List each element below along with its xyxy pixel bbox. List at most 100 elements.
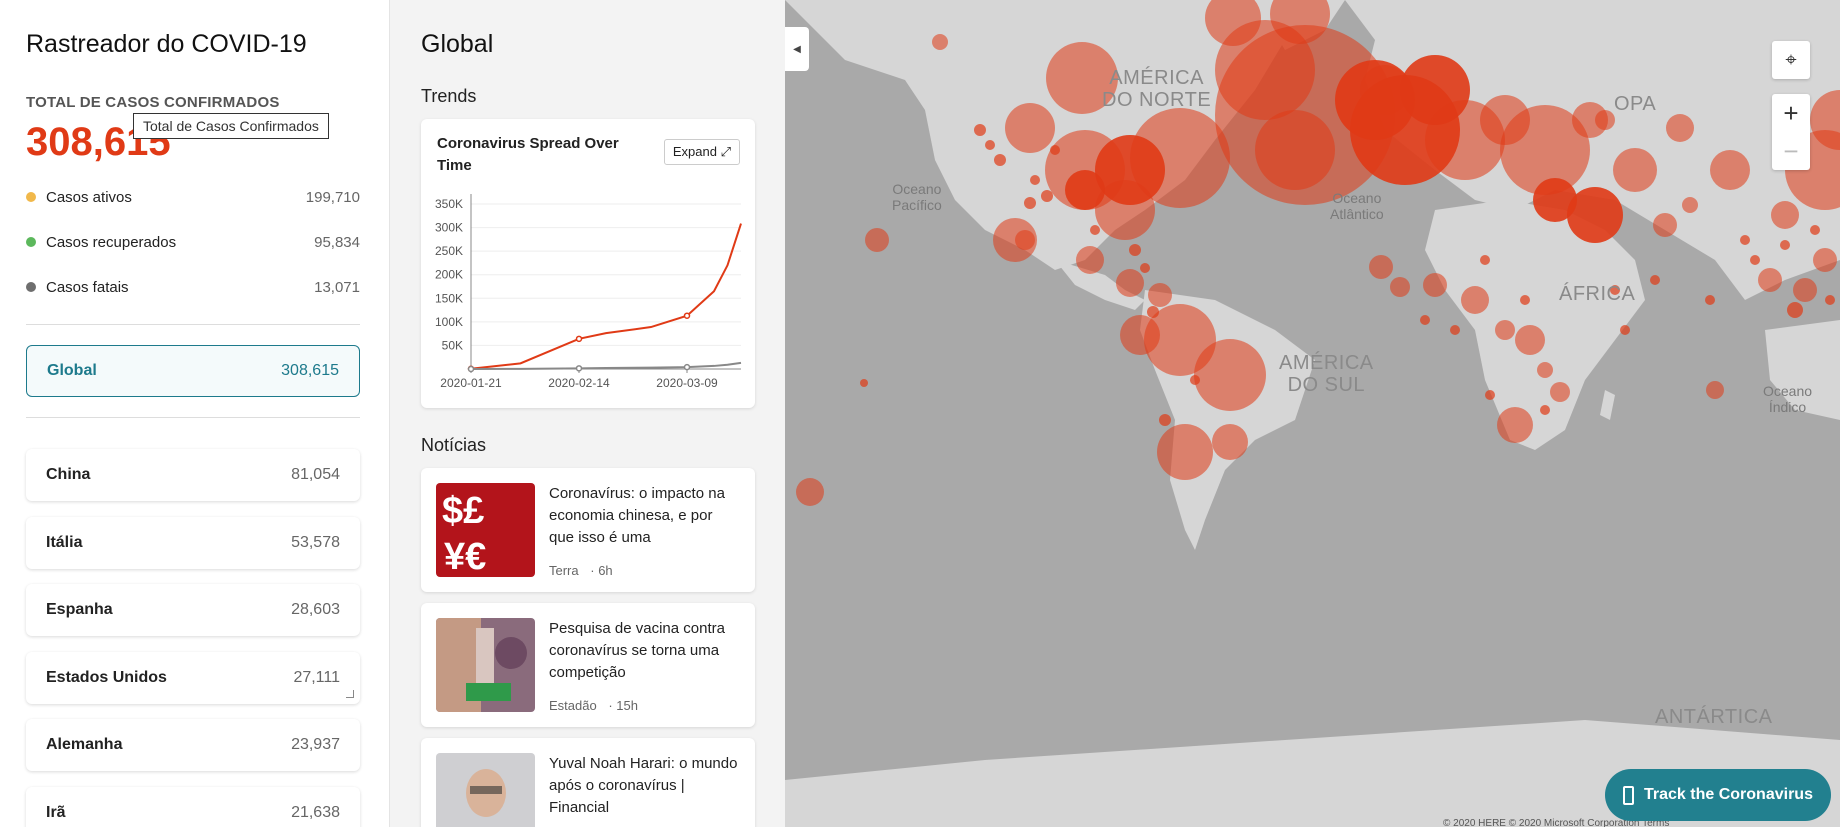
news-thumbnail: $£ ¥€ — [436, 483, 535, 577]
expand-button[interactable]: Expand ⤢ — [663, 139, 740, 165]
country-label: Alemanha — [46, 736, 123, 753]
country-value: 21,638 — [291, 804, 340, 821]
world-map[interactable]: ◀ Oceano Pacífico Oceano Atlântico Ocean… — [785, 0, 1840, 827]
locate-control[interactable]: ⌖ — [1772, 41, 1810, 79]
country-value: 23,937 — [291, 736, 340, 753]
country-value: 81,054 — [291, 466, 340, 483]
y-tick-label: 100K — [435, 315, 463, 329]
series-line-0 — [470, 223, 742, 370]
country-value: 53,578 — [291, 534, 340, 551]
zoom-out-button[interactable]: − — [1772, 132, 1810, 170]
expand-icon: ⤢ — [720, 144, 731, 159]
trends-heading: Trends — [421, 86, 477, 106]
divider — [26, 324, 360, 325]
resize-grip-icon — [346, 690, 354, 698]
total-confirmed-label: TOTAL DE CASOS CONFIRMADOS — [26, 94, 280, 111]
global-panel: Global Trends Coronavirus Spread Over Ti… — [391, 0, 785, 827]
stat-value: 95,834 — [314, 233, 360, 251]
map-label-africa: ÁFRICA — [1559, 283, 1636, 305]
country-card-germany[interactable]: Alemanha 23,937 — [26, 719, 360, 771]
stat-label: Casos fatais — [46, 278, 129, 296]
country-card-spain[interactable]: Espanha 28,603 — [26, 584, 360, 636]
country-card-united-states[interactable]: Estados Unidos 27,111 — [26, 652, 360, 704]
data-point — [683, 363, 691, 371]
map-label-indian: Oceano Índico — [1763, 383, 1813, 415]
chart-title: Coronavirus Spread Over Time — [437, 135, 619, 174]
track-coronavirus-button[interactable]: Track the Coronavirus — [1605, 769, 1831, 821]
news-heading: Notícias — [421, 435, 487, 455]
news-card[interactable]: Yuval Noah Harari: o mundo após o corona… — [421, 738, 755, 827]
data-point — [683, 312, 691, 319]
country-label: China — [46, 466, 91, 483]
stat-recovered: Casos recuperados 95,834 — [26, 231, 360, 253]
locate-button[interactable]: ⌖ — [1772, 41, 1810, 79]
chevron-left-icon: ◀ — [793, 43, 801, 55]
data-point — [467, 365, 475, 373]
svg-text:¥€: ¥€ — [444, 536, 486, 577]
news-card[interactable]: Pesquisa de vacina contra coronavírus se… — [421, 603, 755, 727]
country-value: 28,603 — [291, 601, 340, 618]
data-point — [575, 335, 583, 343]
news-age: · 15h — [608, 698, 638, 713]
panel-title: Global — [421, 30, 494, 58]
tooltip: Total de Casos Confirmados — [133, 113, 329, 139]
country-label: Itália — [46, 534, 83, 551]
map-canvas[interactable] — [785, 0, 1840, 827]
y-tick-label: 250K — [435, 244, 463, 258]
x-tick-label: 2020-02-14 — [548, 376, 610, 390]
news-source: Estadão — [549, 698, 597, 713]
map-copyright: © 2020 HERE © 2020 Microsoft Corporation… — [1443, 818, 1670, 827]
country-label: Estados Unidos — [46, 669, 167, 686]
map-label-pacific: Oceano Pacífico — [892, 181, 942, 213]
region-card-global[interactable]: Global 308,615 — [26, 345, 360, 397]
zoom-in-button[interactable]: + — [1772, 94, 1810, 132]
stat-label: Casos recuperados — [46, 233, 177, 251]
series-line-1 — [470, 361, 742, 370]
divider — [26, 417, 360, 418]
active-dot-icon — [26, 192, 36, 202]
y-tick-label: 350K — [435, 197, 463, 211]
y-tick-label: 200K — [435, 268, 463, 282]
crosshair-icon: ⌖ — [1785, 48, 1797, 71]
minus-icon: − — [1783, 135, 1799, 166]
map-label-atlantic: Oceano Atlântico — [1330, 190, 1384, 222]
map-label-europe: OPA — [1614, 93, 1657, 115]
news-meta: Estadão · 15h — [549, 698, 638, 713]
country-label: Espanha — [46, 601, 113, 618]
portrait-image-icon — [436, 753, 535, 827]
x-tick-label: 2020-03-09 — [656, 376, 718, 390]
zoom-control: + − — [1772, 94, 1810, 170]
data-point — [575, 365, 583, 372]
expand-label: Expand — [672, 144, 717, 159]
country-card-china[interactable]: China 81,054 — [26, 449, 360, 501]
stat-active: Casos ativos 199,710 — [26, 186, 360, 208]
news-source: Terra — [549, 563, 579, 578]
news-title: Yuval Noah Harari: o mundo após o corona… — [549, 755, 738, 816]
app-title: Rastreador do COVID-19 — [26, 30, 307, 58]
trend-chart: 50K 100K 150K 200K 250K 300K 350K 2020-01-21 202… — [435, 194, 742, 390]
currency-image-icon: $£ ¥€ — [436, 483, 535, 577]
phone-icon — [1623, 785, 1635, 805]
trend-chart-card: Coronavirus Spread Over Time Expand ⤢ 50… — [421, 119, 755, 408]
country-card-iran[interactable]: Irã 21,638 — [26, 787, 360, 827]
map-label-north-america: AMÉRICA DO NORTE — [1102, 67, 1212, 111]
region-value: 308,615 — [281, 362, 339, 379]
country-card-italy[interactable]: Itália 53,578 — [26, 517, 360, 569]
track-button-label: Track the Coronavirus — [1644, 786, 1813, 803]
stat-label: Casos ativos — [46, 188, 132, 206]
news-meta: Terra · 6h — [549, 563, 613, 578]
y-tick-label: 300K — [435, 221, 463, 235]
x-tick-label: 2020-01-21 — [440, 376, 502, 390]
news-age: · 6h — [590, 563, 613, 578]
stat-value: 199,710 — [305, 188, 360, 206]
news-thumbnail — [436, 618, 535, 712]
news-title: Coronavírus: o impacto na economia chine… — [549, 485, 725, 546]
country-value: 27,111 — [293, 669, 340, 686]
news-card[interactable]: $£ ¥€ Coronavírus: o impacto na economia… — [421, 468, 755, 592]
svg-text:$£: $£ — [442, 490, 484, 532]
stat-fatal: Casos fatais 13,071 — [26, 276, 360, 298]
region-label: Global — [47, 362, 97, 379]
collapse-panel-button[interactable]: ◀ — [785, 27, 809, 71]
news-thumbnail — [436, 753, 535, 827]
fatal-dot-icon — [26, 282, 36, 292]
